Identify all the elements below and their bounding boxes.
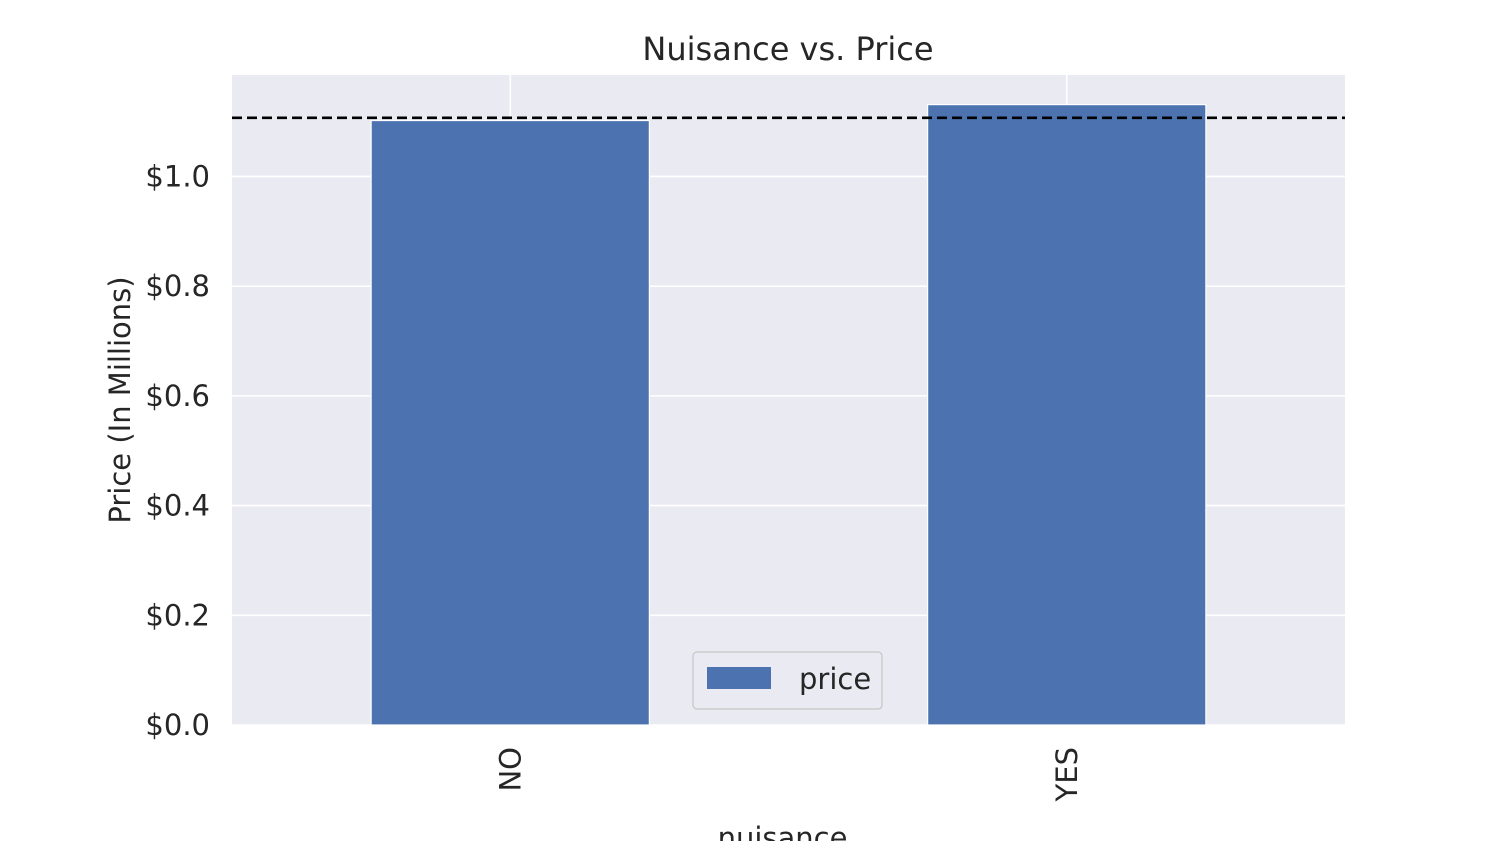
x-tick-labels: NO YES [493,747,1084,802]
y-tick-label: $1.0 [145,159,210,193]
y-tick-labels: $0.0 $0.2 $0.4 $0.6 $0.8 $1.0 [145,159,210,742]
y-tick-label: $0.6 [145,379,210,413]
y-tick-label: $0.2 [145,598,210,632]
y-axis-title: Price (In Millions) [103,276,137,523]
x-axis-title: nuisance [718,821,848,841]
legend: price [692,651,883,710]
x-tick-label: NO [493,747,527,792]
bar-no [370,119,650,726]
legend-swatch [707,667,771,689]
y-tick-label: $0.8 [145,269,210,303]
legend-frame [692,651,883,710]
bars [370,104,1207,726]
y-tick-label: $0.4 [145,489,210,523]
x-tick-label: YES [1050,747,1084,802]
chart-title: Nuisance vs. Price [642,30,933,68]
bar-yes [927,104,1207,726]
y-tick-label: $0.0 [145,708,210,742]
legend-label: price [799,662,871,696]
